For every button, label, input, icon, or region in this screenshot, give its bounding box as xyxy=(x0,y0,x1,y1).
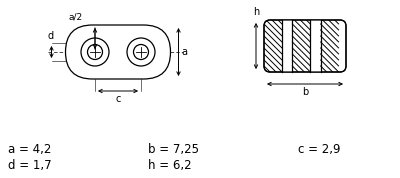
Text: c: c xyxy=(115,94,121,104)
Text: d: d xyxy=(48,31,54,41)
FancyBboxPatch shape xyxy=(66,25,170,79)
Text: a/2: a/2 xyxy=(68,12,83,21)
FancyBboxPatch shape xyxy=(264,20,346,72)
Text: d = 1,7: d = 1,7 xyxy=(8,159,52,172)
Text: h = 6,2: h = 6,2 xyxy=(148,159,192,172)
Text: b = 7,25: b = 7,25 xyxy=(148,143,199,156)
Bar xyxy=(310,20,321,72)
Text: h: h xyxy=(253,7,259,17)
Text: a = 4,2: a = 4,2 xyxy=(8,143,51,156)
Bar xyxy=(282,20,292,72)
Text: c = 2,9: c = 2,9 xyxy=(298,143,340,156)
Text: b: b xyxy=(302,87,308,97)
Text: a: a xyxy=(182,47,188,57)
